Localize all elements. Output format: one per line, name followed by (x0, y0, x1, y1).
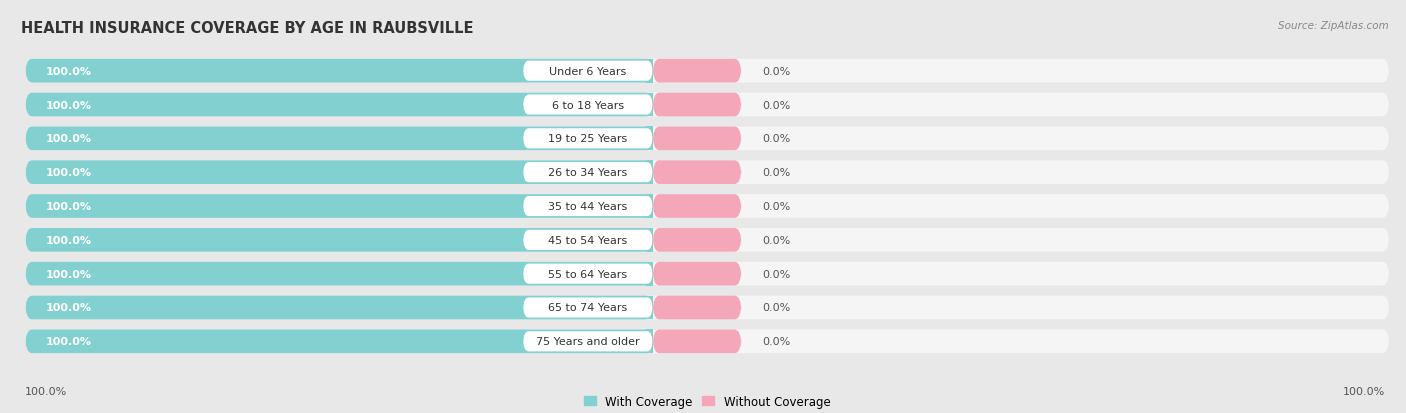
Text: HEALTH INSURANCE COVERAGE BY AGE IN RAUBSVILLE: HEALTH INSURANCE COVERAGE BY AGE IN RAUB… (21, 21, 474, 36)
Text: Source: ZipAtlas.com: Source: ZipAtlas.com (1278, 21, 1389, 31)
FancyBboxPatch shape (523, 332, 652, 351)
Text: 100.0%: 100.0% (25, 387, 67, 396)
FancyBboxPatch shape (652, 262, 741, 286)
Text: 100.0%: 100.0% (46, 303, 91, 313)
Legend: With Coverage, Without Coverage: With Coverage, Without Coverage (583, 395, 831, 408)
Text: 0.0%: 0.0% (762, 202, 790, 211)
FancyBboxPatch shape (25, 228, 1389, 252)
Text: 100.0%: 100.0% (46, 202, 91, 211)
Text: Under 6 Years: Under 6 Years (550, 66, 627, 76)
Text: 0.0%: 0.0% (762, 134, 790, 144)
Text: 6 to 18 Years: 6 to 18 Years (551, 100, 624, 110)
FancyBboxPatch shape (523, 129, 652, 149)
Text: 35 to 44 Years: 35 to 44 Years (548, 202, 627, 211)
FancyBboxPatch shape (523, 163, 652, 183)
Text: 45 to 54 Years: 45 to 54 Years (548, 235, 627, 245)
Text: 0.0%: 0.0% (762, 235, 790, 245)
FancyBboxPatch shape (25, 262, 1389, 286)
FancyBboxPatch shape (25, 161, 652, 185)
FancyBboxPatch shape (25, 60, 1389, 83)
FancyBboxPatch shape (523, 230, 652, 250)
Text: 55 to 64 Years: 55 to 64 Years (548, 269, 627, 279)
FancyBboxPatch shape (25, 195, 1389, 218)
FancyBboxPatch shape (25, 93, 1389, 117)
FancyBboxPatch shape (652, 228, 741, 252)
Text: 100.0%: 100.0% (1343, 387, 1385, 396)
FancyBboxPatch shape (25, 195, 652, 218)
FancyBboxPatch shape (25, 60, 652, 83)
Text: 0.0%: 0.0% (762, 100, 790, 110)
Text: 0.0%: 0.0% (762, 168, 790, 178)
FancyBboxPatch shape (652, 195, 741, 218)
Text: 100.0%: 100.0% (46, 235, 91, 245)
FancyBboxPatch shape (25, 330, 652, 353)
FancyBboxPatch shape (523, 95, 652, 115)
Text: 100.0%: 100.0% (46, 168, 91, 178)
FancyBboxPatch shape (652, 127, 741, 151)
FancyBboxPatch shape (25, 262, 652, 286)
Text: 100.0%: 100.0% (46, 269, 91, 279)
Text: 0.0%: 0.0% (762, 303, 790, 313)
Text: 75 Years and older: 75 Years and older (536, 337, 640, 347)
FancyBboxPatch shape (25, 161, 1389, 185)
Text: 0.0%: 0.0% (762, 269, 790, 279)
Text: 65 to 74 Years: 65 to 74 Years (548, 303, 627, 313)
Text: 100.0%: 100.0% (46, 100, 91, 110)
Text: 19 to 25 Years: 19 to 25 Years (548, 134, 627, 144)
FancyBboxPatch shape (523, 298, 652, 318)
FancyBboxPatch shape (523, 264, 652, 284)
FancyBboxPatch shape (652, 161, 741, 185)
Text: 100.0%: 100.0% (46, 66, 91, 76)
Text: 100.0%: 100.0% (46, 134, 91, 144)
Text: 100.0%: 100.0% (46, 337, 91, 347)
FancyBboxPatch shape (25, 330, 1389, 353)
FancyBboxPatch shape (652, 330, 741, 353)
FancyBboxPatch shape (25, 296, 1389, 320)
Text: 0.0%: 0.0% (762, 337, 790, 347)
FancyBboxPatch shape (523, 62, 652, 81)
Text: 26 to 34 Years: 26 to 34 Years (548, 168, 627, 178)
FancyBboxPatch shape (25, 228, 652, 252)
FancyBboxPatch shape (523, 197, 652, 216)
FancyBboxPatch shape (652, 60, 741, 83)
FancyBboxPatch shape (652, 296, 741, 320)
FancyBboxPatch shape (25, 127, 1389, 151)
FancyBboxPatch shape (25, 127, 652, 151)
FancyBboxPatch shape (25, 296, 652, 320)
FancyBboxPatch shape (652, 93, 741, 117)
FancyBboxPatch shape (25, 93, 652, 117)
Text: 0.0%: 0.0% (762, 66, 790, 76)
